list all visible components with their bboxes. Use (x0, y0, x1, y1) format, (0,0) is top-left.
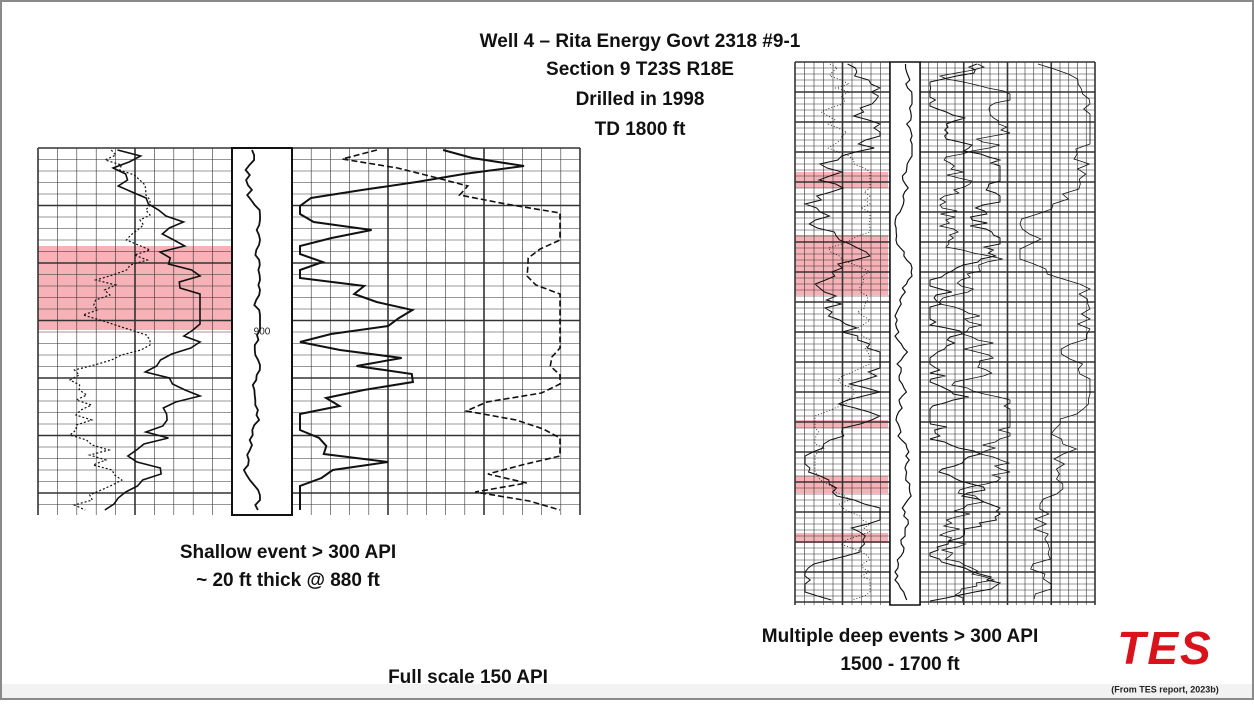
tes-logo: TES (1117, 622, 1212, 674)
footer-strip (2, 684, 1252, 698)
depth-track (889, 61, 921, 606)
scale-note: Full scale 150 API (388, 667, 548, 688)
log-curve (299, 149, 525, 510)
log-curve (68, 149, 152, 511)
log-curve (342, 149, 561, 511)
log-curve (894, 63, 913, 601)
title-line: Section 9 T23S R18E (546, 59, 734, 80)
depth-label: 900 (254, 327, 271, 338)
depth-track (231, 147, 293, 516)
event-highlight (795, 533, 888, 543)
event-highlight (795, 235, 888, 295)
title-line: TD 1800 ft (595, 119, 686, 140)
well-logs (37, 61, 1096, 606)
title-line: Drilled in 1998 (576, 89, 705, 110)
log-curve (803, 63, 882, 601)
log-curve (938, 63, 1011, 602)
shallow-caption: Shallow event > 300 API (180, 542, 396, 563)
shallow-caption: ~ 20 ft thick @ 880 ft (196, 570, 380, 591)
log-curve (814, 63, 871, 601)
source-note: (From TES report, 2023b) (1111, 684, 1219, 694)
deep-caption: Multiple deep events > 300 API (762, 626, 1038, 647)
title-line: Well 4 – Rita Energy Govt 2318 #9-1 (480, 31, 801, 52)
log-curve (928, 63, 1002, 602)
event-highlight (795, 172, 888, 188)
log-curve (1019, 63, 1091, 600)
event-highlight (795, 420, 888, 428)
event-highlight (795, 476, 888, 493)
log-curve (242, 149, 261, 511)
log-curve (104, 149, 203, 511)
deep-caption: 1500 - 1700 ft (840, 654, 960, 675)
